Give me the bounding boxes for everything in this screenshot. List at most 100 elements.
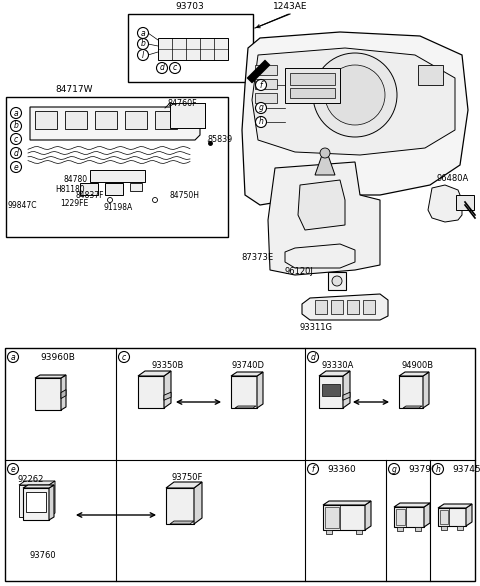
- Polygon shape: [298, 180, 345, 230]
- Polygon shape: [166, 488, 194, 524]
- Bar: [105, 183, 123, 195]
- Bar: [26, 492, 46, 512]
- Text: c: c: [14, 135, 18, 144]
- Polygon shape: [138, 371, 171, 376]
- Bar: [130, 183, 142, 191]
- Bar: [95, 111, 117, 129]
- Bar: [322, 384, 340, 396]
- Polygon shape: [285, 244, 355, 268]
- Polygon shape: [19, 481, 55, 485]
- Text: 84780: 84780: [64, 175, 88, 185]
- Text: a: a: [14, 108, 18, 118]
- Polygon shape: [164, 392, 171, 400]
- Circle shape: [11, 148, 22, 158]
- Circle shape: [388, 464, 399, 475]
- Circle shape: [8, 352, 19, 363]
- Text: 96480A: 96480A: [437, 174, 469, 183]
- Polygon shape: [166, 482, 202, 488]
- Bar: [285, 68, 340, 103]
- Polygon shape: [424, 503, 430, 527]
- Polygon shape: [423, 372, 429, 408]
- Circle shape: [332, 276, 342, 286]
- Circle shape: [255, 103, 266, 114]
- Polygon shape: [399, 376, 423, 408]
- Polygon shape: [438, 508, 466, 526]
- Polygon shape: [325, 507, 339, 528]
- Text: 94900B: 94900B: [402, 362, 434, 370]
- Text: c: c: [173, 63, 177, 73]
- Circle shape: [11, 134, 22, 145]
- Bar: [255, 79, 277, 89]
- Polygon shape: [252, 48, 455, 155]
- Polygon shape: [403, 406, 422, 408]
- Bar: [90, 170, 145, 182]
- Text: H81180: H81180: [55, 185, 84, 193]
- Text: 84717W: 84717W: [55, 85, 93, 94]
- Polygon shape: [319, 376, 343, 408]
- Circle shape: [255, 117, 266, 128]
- Text: a: a: [11, 353, 15, 362]
- Polygon shape: [441, 526, 447, 530]
- Circle shape: [119, 352, 130, 363]
- Bar: [170, 103, 205, 128]
- Text: a: a: [141, 29, 145, 38]
- Polygon shape: [457, 526, 463, 530]
- Text: 84837F: 84837F: [76, 192, 105, 200]
- Bar: [125, 111, 147, 129]
- Text: 85839: 85839: [208, 135, 233, 145]
- Polygon shape: [440, 510, 448, 524]
- Circle shape: [325, 65, 385, 125]
- Polygon shape: [323, 505, 365, 530]
- Bar: [255, 93, 277, 103]
- Circle shape: [11, 162, 22, 172]
- Polygon shape: [356, 530, 362, 534]
- Polygon shape: [319, 371, 350, 376]
- Text: 91198A: 91198A: [103, 203, 132, 213]
- Polygon shape: [438, 504, 472, 508]
- Polygon shape: [397, 527, 403, 531]
- Polygon shape: [428, 185, 462, 222]
- Text: b: b: [141, 39, 145, 49]
- Circle shape: [137, 49, 148, 60]
- Circle shape: [432, 464, 444, 475]
- Polygon shape: [30, 107, 200, 140]
- Text: 96120J: 96120J: [284, 267, 313, 277]
- Polygon shape: [326, 530, 332, 534]
- Bar: [315, 300, 327, 314]
- Text: 93360: 93360: [327, 465, 356, 473]
- Bar: [5, 348, 475, 581]
- Bar: [331, 300, 343, 314]
- Text: 93330A: 93330A: [322, 362, 354, 370]
- Bar: [363, 300, 375, 314]
- Bar: [155, 111, 177, 129]
- Circle shape: [156, 63, 168, 73]
- Polygon shape: [170, 521, 194, 524]
- Text: 1229FE: 1229FE: [60, 199, 88, 209]
- Circle shape: [308, 352, 319, 363]
- Circle shape: [137, 39, 148, 49]
- Polygon shape: [257, 372, 263, 408]
- Text: e: e: [11, 465, 15, 473]
- Polygon shape: [399, 372, 429, 376]
- Text: h: h: [435, 465, 441, 473]
- Polygon shape: [164, 371, 171, 408]
- Polygon shape: [35, 375, 66, 378]
- Polygon shape: [61, 375, 66, 410]
- Bar: [80, 183, 98, 195]
- Bar: [290, 73, 335, 85]
- Text: l: l: [142, 50, 144, 60]
- Text: 93960B: 93960B: [40, 353, 75, 362]
- Polygon shape: [194, 482, 202, 524]
- Polygon shape: [235, 406, 256, 408]
- Text: h: h: [259, 118, 264, 127]
- Polygon shape: [19, 485, 49, 517]
- Polygon shape: [247, 60, 270, 83]
- Text: 93745B: 93745B: [452, 465, 480, 473]
- Text: 99847C: 99847C: [7, 200, 36, 210]
- Bar: [35, 111, 57, 129]
- Text: d: d: [159, 63, 165, 73]
- Text: 84750H: 84750H: [170, 192, 200, 200]
- Polygon shape: [49, 485, 54, 520]
- Text: b: b: [13, 121, 18, 131]
- Polygon shape: [138, 376, 164, 408]
